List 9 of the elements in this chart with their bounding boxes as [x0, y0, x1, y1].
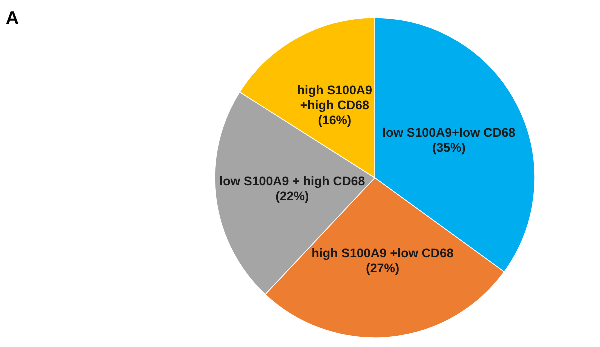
slice-label: low S100A9+low CD68: [382, 126, 516, 140]
text: A: [6, 8, 19, 28]
data-label: (16%): [318, 113, 352, 128]
slice-label: high S100A9 +high CD68: [297, 83, 372, 112]
slice-label: high S100A9 +low CD68: [312, 246, 454, 261]
slice-label: low S100A9 + high CD68: [220, 174, 366, 188]
data-label: (27%): [366, 262, 400, 276]
data-label: (35%): [432, 141, 466, 156]
data-label: (22%): [276, 189, 310, 204]
